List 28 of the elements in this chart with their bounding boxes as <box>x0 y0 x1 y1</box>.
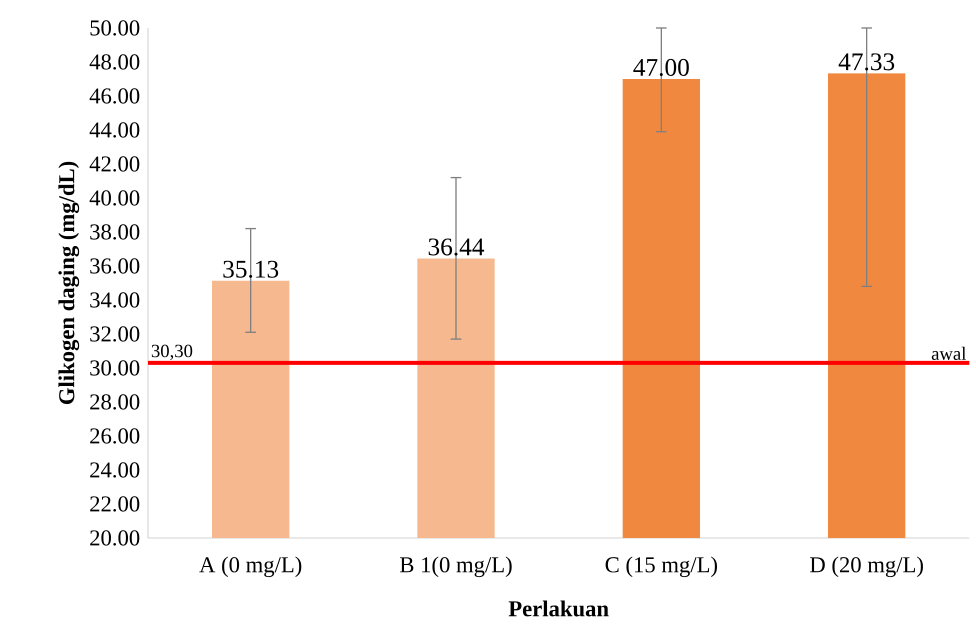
y-tick-label: 38.00 <box>90 224 140 240</box>
y-tick-label: 34.00 <box>90 292 140 308</box>
y-tick-label: 22.00 <box>90 496 140 512</box>
y-tick-label: 50.00 <box>90 20 140 36</box>
y-tick-label: 20.00 <box>90 530 140 546</box>
data-label: 36.44 <box>428 238 484 256</box>
y-tick-label: 46.00 <box>90 88 140 104</box>
x-tick-label: B 1(0 mg/L) <box>400 556 512 578</box>
y-tick-label: 48.00 <box>90 54 140 70</box>
y-tick-label: 44.00 <box>90 122 140 138</box>
data-label: 35.13 <box>223 260 278 278</box>
y-tick-label: 36.00 <box>90 258 140 274</box>
y-tick-label: 40.00 <box>90 190 140 206</box>
data-label: 47.00 <box>633 58 689 76</box>
y-tick-label: 32.00 <box>90 326 140 342</box>
y-tick-label: 24.00 <box>90 462 140 478</box>
y-tick-label: 26.00 <box>90 428 140 444</box>
annotation: 30,30 <box>152 344 192 360</box>
x-tick-label: D (20 mg/L) <box>810 556 923 578</box>
x-tick-label: C (15 mg/L) <box>606 556 717 578</box>
y-tick-label: 42.00 <box>90 156 140 172</box>
y-tick-label: 30.00 <box>90 360 140 376</box>
x-axis-title: Perlakuan <box>508 600 609 616</box>
ref-line-label: awal <box>932 346 966 360</box>
x-tick-label: A (0 mg/L) <box>199 556 302 578</box>
y-tick-label: 28.00 <box>90 394 140 410</box>
data-label: 47.33 <box>838 53 894 70</box>
y-axis-title: Glikogen daging (mg/dL) <box>58 162 80 404</box>
